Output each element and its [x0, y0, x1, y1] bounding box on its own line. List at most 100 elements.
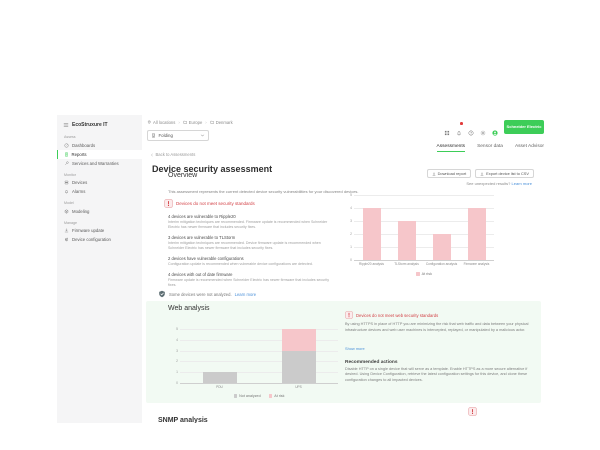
download-icon: [480, 171, 484, 176]
settings-icon: [480, 130, 486, 136]
y-axis-label: 1: [350, 245, 352, 249]
y-axis-label: 5: [350, 193, 352, 197]
sidebar-nav: Assess Dashboards Reports Services and Warr…: [57, 135, 142, 244]
bar-segment-not-analyzed: [202, 372, 237, 383]
back-link-label: Back to Assessments: [155, 152, 196, 157]
export-csv-label: Export device list to CSV: [486, 171, 529, 176]
finding-description: Configuration update is recommended when…: [168, 262, 313, 267]
sidebar-item-dashboards[interactable]: Dashboards: [57, 141, 142, 150]
gridline: [180, 361, 338, 362]
dashboard-icon: [64, 142, 69, 148]
sidebar-item-label: Devices: [72, 180, 88, 185]
breadcrumb-separator: ›: [205, 120, 207, 125]
x-axis-label-tlstorm-analysis: TLStorm analysis: [394, 262, 419, 266]
page-title: Device security assessment: [152, 164, 273, 175]
y-axis-label: 4: [350, 206, 352, 210]
tab-sensor-data[interactable]: Sensor data: [477, 144, 503, 149]
help-icon[interactable]: [468, 123, 474, 136]
tab-assessments[interactable]: Assessments: [436, 144, 466, 152]
apps-icon[interactable]: [444, 123, 450, 136]
notifications-icon[interactable]: [456, 122, 463, 136]
chart-plot: [354, 195, 494, 261]
overview-actions: Download report Export device list to CS…: [426, 169, 534, 178]
show-more-link[interactable]: Show more: [345, 345, 365, 351]
finding-description: Interim mitigation techniques are recomm…: [168, 220, 328, 230]
web-analysis-heading: Web analysis: [168, 305, 210, 312]
sidebar-item-firmware-update[interactable]: Firmware update: [57, 226, 142, 235]
web-analysis-alert-text: Devices do not meet web security standar…: [356, 312, 439, 318]
overview-chart: 5 4 3 2 1 0 Ripple20 analysis TLStorm analysis C…: [340, 193, 496, 283]
download-report-button[interactable]: Download report: [426, 169, 472, 178]
services-icon: [64, 161, 69, 166]
gridline: [180, 329, 338, 330]
finding-item: 4 devices are vulnerable to Ripple20 Inte…: [168, 214, 330, 230]
sidebar-item-label: Dashboards: [72, 142, 96, 148]
legend-label: At risk: [421, 272, 432, 276]
x-axis-label-ripple20-analysis: Ripple20 analysis: [359, 262, 384, 266]
back-to-assessments-link[interactable]: Back to Assessments: [150, 152, 195, 157]
sidebar-logo-row: EcoStruxure IT: [57, 122, 142, 130]
legend-item-at-risk: At risk: [268, 394, 284, 398]
header-icons: [444, 122, 498, 136]
x-axis-labels: Ripple20 analysis TLStorm analysis Configu…: [354, 262, 494, 266]
bar-segment-not-analyzed: [281, 350, 316, 383]
breadcrumb-item-europe[interactable]: Europe: [183, 120, 203, 125]
location-icon: [147, 120, 152, 125]
sidebar-item-device-configuration[interactable]: Device configuration: [57, 235, 142, 244]
bar-tlstorm-analysis: [397, 221, 416, 260]
finding-title: 2 devices have vulnerable configurations: [168, 256, 244, 262]
legend-item-at-risk: At risk: [416, 272, 432, 276]
finding-title: 3 devices are vulnerable to TLStorm: [168, 235, 236, 241]
findings-list: 4 devices are vulnerable to Ripple20 Inte…: [168, 214, 330, 293]
modeling-icon: [64, 209, 69, 214]
alert-icon: [164, 199, 173, 208]
schneider-electric-logo: Schneider Electric: [504, 120, 544, 134]
export-csv-button[interactable]: Export device list to CSV: [475, 169, 534, 178]
gridline: [354, 221, 494, 222]
x-axis-labels: PDU UPS: [180, 385, 338, 389]
location-selector[interactable]: Folding: [147, 130, 209, 141]
sidebar-item-devices[interactable]: Devices: [57, 178, 142, 187]
y-axis-label: 5: [176, 327, 178, 331]
building-icon: [151, 133, 156, 138]
y-axis-label: 2: [176, 359, 178, 364]
breadcrumb-label: All locations: [153, 120, 176, 125]
breadcrumb-item-all-locations[interactable]: All locations: [147, 120, 175, 125]
y-axis-label: 1: [176, 370, 178, 375]
breadcrumb-label: Denmark: [215, 120, 233, 125]
web-analysis-chart: 5 4 3 2 1 0 PDU UPS Not analyzed At risk: [166, 327, 342, 399]
settings-icon[interactable]: [480, 123, 486, 136]
notifications-icon: [456, 130, 462, 136]
breadcrumb-item-denmark[interactable]: Denmark: [210, 120, 233, 125]
sidebar-item-services-and-warranties[interactable]: Services and Warranties: [57, 159, 142, 168]
legend-label: Not analyzed: [239, 394, 261, 398]
x-axis-label-firmware-analysis: Firmware analysis: [463, 262, 490, 266]
overview-description: This assessment represents the current d…: [168, 189, 359, 194]
gridline: [354, 234, 494, 235]
y-axis-label: 3: [176, 348, 178, 353]
recommended-actions-heading: Recommended actions: [345, 359, 398, 365]
tab-bar: Assessments Sensor data Asset Advisor: [436, 144, 544, 152]
finding-description: Firmware update is recommended when Schn…: [168, 278, 329, 288]
avatar: [492, 130, 498, 136]
tab-asset-advisor[interactable]: Asset Advisor: [514, 144, 544, 149]
bar-firmware-analysis: [467, 208, 486, 260]
results-learn-more-link[interactable]: Learn more: [511, 181, 532, 186]
overview-section: Overview Download report Export device l…: [156, 169, 538, 293]
gridline: [180, 372, 338, 373]
gridline: [180, 339, 338, 341]
overview-alert: Devices do not meet security standards: [164, 199, 255, 208]
breadcrumb-label: Europe: [188, 120, 203, 125]
sidebar-item-label: Services and Warranties: [72, 160, 119, 166]
legend-swatch: [268, 394, 273, 398]
config-icon: [64, 237, 69, 242]
sidebar-item-reports[interactable]: Reports: [57, 149, 142, 159]
sidebar-item-alarms[interactable]: Alarms: [57, 187, 142, 196]
download-report-label: Download report: [437, 171, 467, 176]
not-analyzed-learn-more-link[interactable]: Learn more: [234, 291, 257, 297]
bar-segment-at-risk: [281, 329, 316, 351]
ecostruxure-logo: EcoStruxure IT: [72, 122, 108, 128]
finding-description: Interim mitigation techniques are recomm…: [168, 241, 321, 251]
avatar[interactable]: [492, 123, 498, 136]
sidebar-item-modeling[interactable]: Modeling: [57, 207, 142, 216]
